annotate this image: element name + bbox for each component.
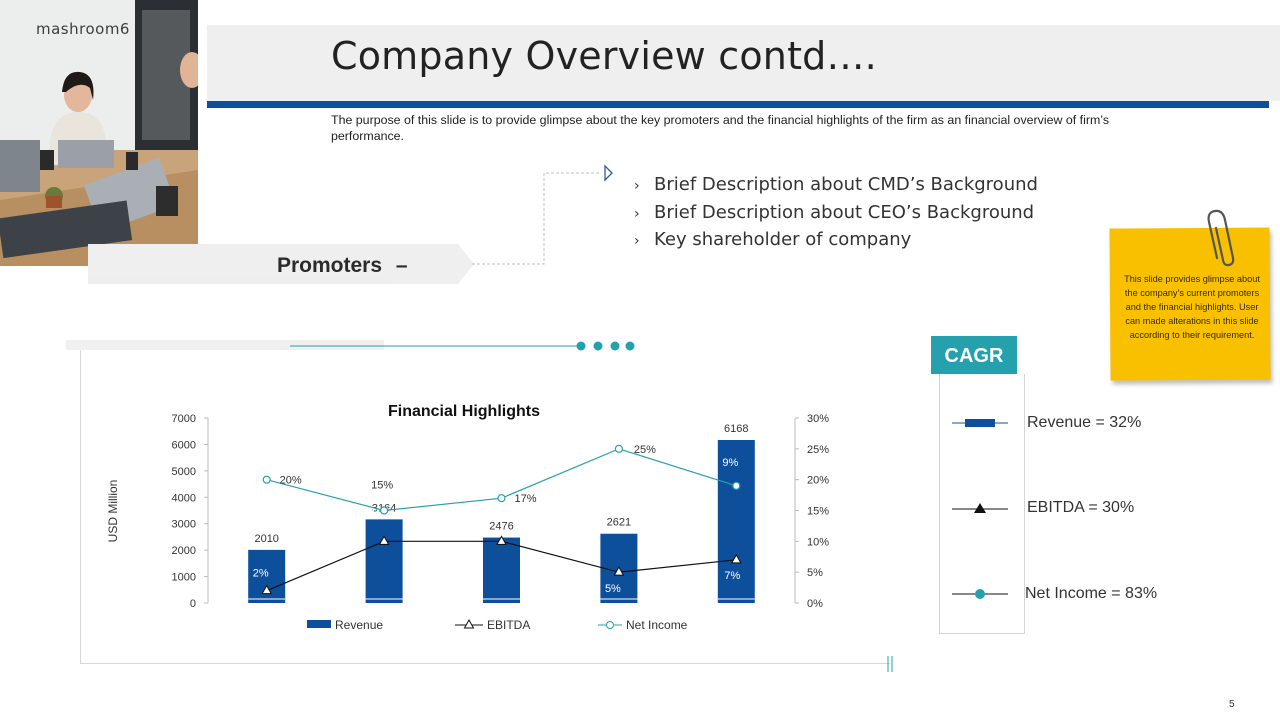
- list-item: › Key shareholder of company: [634, 227, 1038, 255]
- net-income-marker: [380, 506, 389, 515]
- paperclip-icon: [1207, 209, 1235, 267]
- y2-tick-label: 25%: [807, 444, 829, 456]
- team-meeting-photo: mashroom6: [0, 0, 198, 266]
- net-income-data-label: 9%: [722, 457, 738, 469]
- page-number: 5: [1229, 699, 1235, 710]
- revenue-data-label: 2010: [254, 533, 278, 545]
- page-title: Company Overview contd….: [331, 34, 877, 78]
- legend-revenue-swatch: [307, 620, 331, 628]
- chevron-right-icon: ›: [634, 233, 640, 249]
- y-tick-label: 6000: [172, 439, 196, 451]
- revenue-bar: [483, 537, 520, 603]
- revenue-data-label: 2621: [607, 517, 631, 529]
- net-income-marker: [614, 444, 624, 453]
- financial-highlights-chart: Financial Highlights USD Million 0 1000 2000…: [106, 403, 829, 632]
- ebitda-marker: [261, 584, 273, 595]
- slide-description: The purpose of this slide is to provide …: [331, 113, 1110, 143]
- title-underline: [207, 101, 1269, 108]
- triangle-line-icon: [974, 503, 986, 513]
- list-item-text: Brief Description about CMD’s Background: [654, 174, 1038, 195]
- chart-frame-bottom: [80, 663, 890, 664]
- cagr-badge: CAGR: [931, 336, 1017, 374]
- promoters-shadow: [88, 278, 388, 284]
- sticky-note-text: This slide provides glimpse about the co…: [1124, 274, 1260, 340]
- y2-tick-label: 5%: [807, 567, 823, 579]
- chart-dots-decoration: [290, 341, 635, 351]
- y2-tick-label: 10%: [807, 536, 829, 548]
- legend-revenue-label: Revenue: [335, 618, 383, 632]
- net-income-marker: [732, 481, 741, 490]
- legend-ebitda-marker: [463, 618, 475, 629]
- legend-net-income-marker: [606, 621, 614, 629]
- net-income-data-label: 25%: [634, 444, 656, 456]
- y-tick-label: 4000: [172, 492, 196, 504]
- y-tick-label: 1000: [172, 572, 196, 584]
- chevron-right-icon: ›: [634, 205, 640, 222]
- revenue-bar: [365, 519, 403, 603]
- cagr-legend-icons: [952, 419, 1008, 599]
- net-income-marker: [497, 494, 506, 503]
- y-tick-label: 2000: [172, 545, 196, 557]
- chart-title: Financial Highlights: [388, 403, 540, 420]
- chart-frame-left: [80, 350, 81, 664]
- y-axis-label: USD Million: [106, 480, 120, 543]
- promoter-bullet-list: › Brief Description about CMD’s Backgroun…: [634, 172, 1038, 255]
- net-income-data-label: 17%: [514, 493, 536, 505]
- revenue-bar: [717, 439, 755, 603]
- list-item: › Brief Description about CMD’s Backgroun…: [634, 172, 1038, 200]
- chevron-right-icon: ›: [634, 178, 640, 194]
- y2-tick-label: 30%: [807, 413, 829, 425]
- cagr-ebitda-label: EBITDA = 30%: [1027, 499, 1135, 516]
- y-tick-label: 7000: [172, 413, 196, 425]
- ebitda-data-label: 7%: [724, 570, 740, 582]
- list-item-text: Brief Description about CEO’s Background: [654, 201, 1035, 223]
- legend-ebitda-label: EBITDA: [487, 618, 530, 632]
- y2-tick-label: 20%: [807, 475, 829, 487]
- photo-sign-text: mashroom6: [36, 20, 130, 38]
- list-item-text: Key shareholder of company: [654, 229, 912, 250]
- legend-net-income-label: Net Income: [626, 618, 688, 632]
- ebitda-marker: [613, 566, 625, 576]
- title-band: [207, 25, 1280, 101]
- y2-tick-label: 0%: [807, 598, 823, 610]
- promoters-connector: [472, 164, 613, 265]
- ebitda-data-label: 5%: [605, 583, 621, 595]
- promoters-arrow-banner: [88, 244, 474, 284]
- chart-header-bar: [66, 340, 384, 350]
- net-income-data-label: 20%: [280, 475, 302, 487]
- revenue-data-label: 2476: [489, 521, 513, 533]
- promoters-label-text: Promoters: [277, 254, 383, 277]
- promoters-label: Promoters –: [277, 254, 408, 278]
- promoters-dash: –: [395, 254, 408, 277]
- chart-frame-end-mark: [887, 656, 893, 672]
- y-tick-label: 3000: [172, 519, 196, 531]
- list-item: › Brief Description about CEO’s Backgroun…: [634, 200, 1038, 228]
- net-income-marker: [262, 475, 271, 484]
- ebitda-data-label: 2%: [253, 568, 269, 580]
- revenue-data-label: 6168: [724, 423, 748, 435]
- bar-legend-icon: [965, 419, 995, 427]
- ebitda-marker: [496, 535, 507, 545]
- connector-arrow-icon: [604, 164, 613, 182]
- cagr-net-income-label: Net Income = 83%: [1025, 585, 1158, 602]
- ebitda-marker: [378, 535, 390, 545]
- cagr-revenue-label: Revenue = 32%: [1027, 414, 1142, 431]
- y2-tick-label: 15%: [807, 506, 829, 518]
- y-tick-label: 0: [190, 598, 196, 610]
- ebitda-marker: [730, 553, 742, 564]
- net-income-data-label: 15%: [371, 480, 393, 492]
- ebitda-data-label: 10%: [487, 499, 509, 511]
- y-tick-label: 5000: [172, 466, 196, 478]
- circle-line-icon: [975, 589, 985, 599]
